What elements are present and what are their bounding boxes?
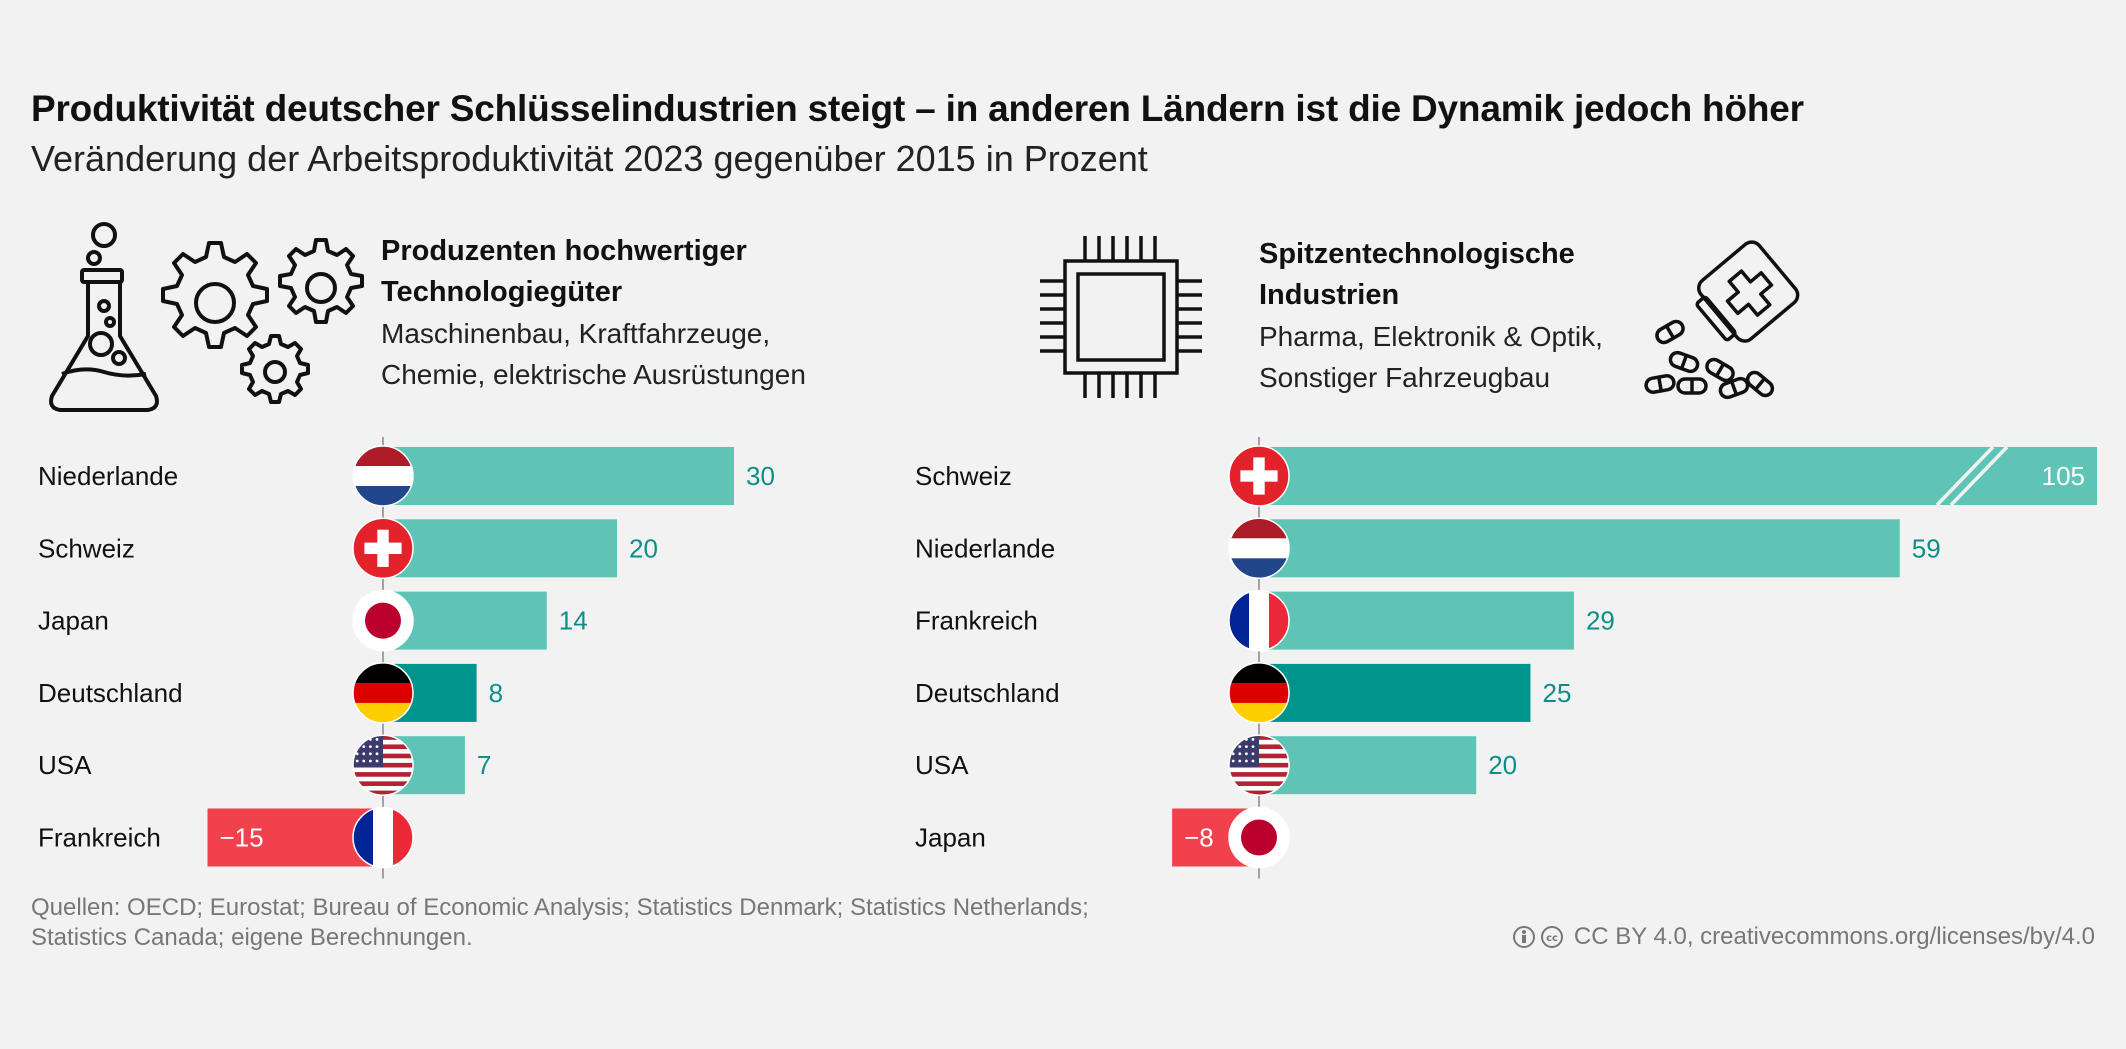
bar-schweiz <box>1259 447 2097 505</box>
switzerland-flag-icon <box>1228 445 1290 507</box>
category-label: Deutschland <box>38 678 183 708</box>
panel-right-desc-line1: Pharma, Elektronik & Optik, <box>1259 321 1603 352</box>
category-label: Niederlande <box>915 533 1055 563</box>
cc-by-icon <box>1512 926 1535 948</box>
value-label: 29 <box>1586 606 1615 636</box>
svg-text:cc: cc <box>1546 933 1558 944</box>
panel-right-title-line1: Spitzentechnologische <box>1259 238 1575 270</box>
value-label: 20 <box>629 533 658 563</box>
category-label: Frankreich <box>38 823 161 853</box>
axis-break-mark <box>1949 445 2009 507</box>
france-flag-icon <box>1228 589 1290 652</box>
value-label: 59 <box>1912 533 1941 563</box>
pills-icon <box>1644 240 1800 400</box>
category-label: Schweiz <box>915 461 1012 491</box>
panel-left-heading: Produzenten hochwertiger Technologiegüte… <box>381 231 806 395</box>
value-label: 20 <box>1488 750 1517 780</box>
germany-flag-icon <box>352 662 414 724</box>
license-note: cc CC BY 4.0, creativecommons.org/licens… <box>1512 923 2095 951</box>
axis-break-mark <box>1935 445 1995 507</box>
bar-deutschland <box>1259 663 1531 722</box>
chart-title: Produktivität deutscher Schlüsselindustr… <box>31 88 1804 129</box>
netherlands-flag-icon <box>352 445 414 507</box>
usa-flag-icon <box>1228 734 1290 796</box>
category-label: USA <box>915 750 969 780</box>
value-label: 8 <box>489 678 503 708</box>
bar-schweiz <box>383 519 617 578</box>
source-line1: Quellen: OECD; Eurostat; Bureau of Econo… <box>31 894 1089 921</box>
japan-flag-icon <box>1228 806 1290 869</box>
category-label: Deutschland <box>915 678 1060 708</box>
usa-flag-icon <box>352 734 414 796</box>
category-label: Japan <box>38 606 109 636</box>
value-label: −15 <box>220 823 264 853</box>
bar-niederlande <box>383 447 734 505</box>
panel-left-desc-line2: Chemie, elektrische Ausrüstungen <box>381 359 806 390</box>
bar-frankreich <box>1259 591 1574 650</box>
gears-icon <box>161 238 364 404</box>
value-label: 14 <box>559 606 588 636</box>
panel-right-heading: Spitzentechnologische Industrien Pharma,… <box>1259 234 1603 398</box>
category-label: Japan <box>915 823 986 853</box>
bar-niederlande <box>1259 519 1900 578</box>
value-label: 7 <box>477 750 491 780</box>
source-line2: Statistics Canada; eigene Berechnungen. <box>31 924 473 951</box>
france-flag-icon <box>352 806 414 869</box>
panel-right-title-line2: Industrien <box>1259 279 1400 311</box>
value-label: 30 <box>746 461 775 491</box>
microchip-icon <box>1040 236 1202 398</box>
switzerland-flag-icon <box>352 517 414 580</box>
chart-subtitle: Veränderung der Arbeitsproduktivität 202… <box>31 138 1148 179</box>
flask-icon <box>49 222 159 412</box>
value-label: −8 <box>1184 823 1214 853</box>
panel-left-title-line2: Technologiegüter <box>381 276 623 308</box>
bar-usa <box>1259 736 1477 795</box>
panel-right-desc-line2: Sonstiger Fahrzeugbau <box>1259 362 1551 393</box>
germany-flag-icon <box>1228 662 1290 724</box>
category-label: USA <box>38 750 92 780</box>
chart-left: Niederlande 30 Schweiz 20 Japan 14 Deutschland… <box>38 437 775 879</box>
netherlands-flag-icon <box>1228 517 1290 580</box>
panel-left-title-line1: Produzenten hochwertiger <box>381 235 747 267</box>
cc-icon: cc <box>1540 926 1563 948</box>
category-label: Schweiz <box>38 533 135 563</box>
source-note: Quellen: OECD; Eurostat; Bureau of Econo… <box>31 893 1089 953</box>
category-label: Frankreich <box>915 606 1038 636</box>
japan-flag-icon <box>352 589 414 652</box>
value-label: 25 <box>1543 678 1572 708</box>
panel-left-desc-line1: Maschinenbau, Kraftfahrzeuge, <box>381 318 771 349</box>
license-text: CC BY 4.0, creativecommons.org/licenses/… <box>1573 923 2095 950</box>
category-label: Niederlande <box>38 461 178 491</box>
value-label: 105 <box>2042 461 2085 491</box>
